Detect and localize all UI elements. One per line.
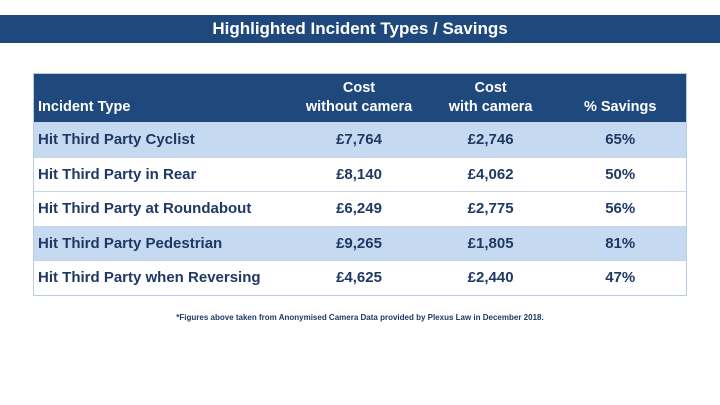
table-header: Incident Type Cost without camera Cost w… [34,74,686,122]
cell-incident-type: Hit Third Party at Roundabout [38,200,252,218]
table-row: Hit Third Party when Reversing £4,625 £2… [34,260,686,295]
cell-cost-with: £2,440 [467,269,514,287]
cell-cost-without: £8,140 [336,165,382,183]
cell-savings: 56% [605,200,636,218]
cell-cost-with: £2,746 [467,131,514,149]
cell-incident-type: Hit Third Party Cyclist [38,131,195,149]
cell-cost-with: £4,062 [467,165,514,183]
cell-cost-without: £7,764 [336,131,382,149]
header-incident-type: Incident Type [34,98,291,117]
cell-cost-without: £9,265 [336,234,382,252]
cell-savings: 50% [605,165,636,183]
header-cost-with-line1: Cost [474,80,507,96]
cell-incident-type: Hit Third Party in Rear [38,165,197,183]
header-cost-without-line1: Cost [342,80,376,96]
cell-cost-with: £2,775 [467,200,514,218]
page-title: Highlighted Incident Types / Savings [212,19,508,38]
header-cost-without-camera: Cost without camera [291,79,427,117]
cell-savings: 65% [605,131,636,149]
cell-incident-type: Hit Third Party when Reversing [38,269,261,287]
header-cost-with-camera: Cost with camera [427,79,555,117]
header-savings: % Savings [554,98,686,117]
cell-cost-without: £4,625 [336,269,382,287]
cell-incident-type: Hit Third Party Pedestrian [38,234,223,252]
footnote: *Figures above taken from Anonymised Cam… [176,313,544,322]
cell-savings: 47% [605,269,636,287]
table-row: Hit Third Party Cyclist £7,764 £2,746 65… [34,122,686,157]
table-row: Hit Third Party Pedestrian £9,265 £1,805… [34,225,686,260]
header-savings-label: % Savings [583,99,657,115]
title-bar: Highlighted Incident Types / Savings [0,15,720,43]
header-cost-with-line2: with camera [448,99,533,115]
header-cost-without-line2: without camera [305,99,413,115]
table-row: Hit Third Party in Rear £8,140 £4,062 50… [34,156,686,191]
cell-cost-with: £1,805 [467,234,514,252]
cell-savings: 81% [605,234,636,252]
header-incident-type-label: Incident Type [38,99,131,115]
savings-table: Incident Type Cost without camera Cost w… [33,73,687,296]
cell-cost-without: £6,249 [336,200,382,218]
table-row: Hit Third Party at Roundabout £6,249 £2,… [34,191,686,226]
